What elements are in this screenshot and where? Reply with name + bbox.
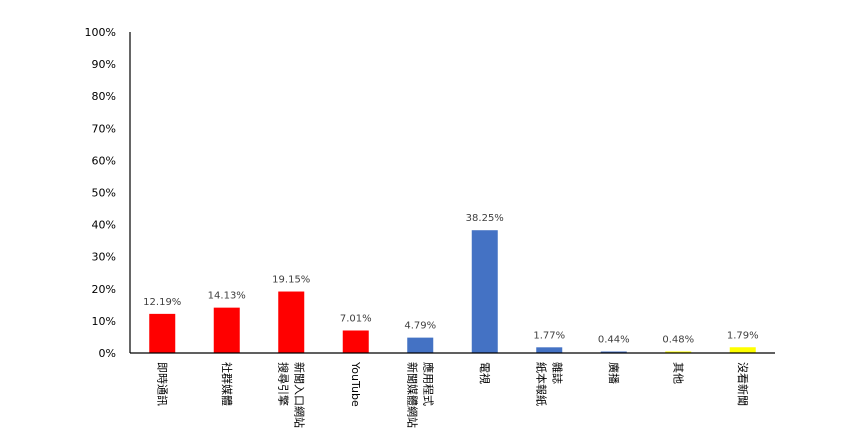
- y-tick-label: 10%: [92, 315, 116, 328]
- bar: [665, 351, 692, 353]
- category-label: 搜尋引擎: [276, 362, 290, 406]
- bar: [407, 337, 434, 353]
- category-label: 沒看新聞: [736, 362, 750, 406]
- y-tick-label: 40%: [92, 219, 116, 232]
- data-label: 4.79%: [404, 321, 436, 332]
- bar: [149, 313, 176, 353]
- bar: [536, 347, 563, 353]
- data-label: 38.25%: [466, 213, 504, 224]
- data-labels: 12.19% 14.13% 19.15% 7.01% 4.79% 38.25% 1.77% 0…: [143, 213, 758, 345]
- category-label: 其他: [671, 362, 684, 384]
- data-label: 14.13%: [208, 291, 246, 302]
- data-label: 0.44%: [598, 335, 630, 346]
- bar: [600, 351, 627, 353]
- y-tick-label: 0%: [99, 347, 116, 360]
- category-label: 雜誌: [550, 362, 564, 384]
- category-label: YouTube: [349, 361, 362, 407]
- category-label: 新聞入口網站: [292, 362, 306, 428]
- y-tick-label: 100%: [85, 26, 116, 39]
- category-label: 紙本報紙: [534, 362, 548, 406]
- y-tick-label: 20%: [92, 283, 116, 296]
- category-label: 社群媒體: [220, 362, 234, 406]
- y-tick-label: 90%: [92, 58, 116, 71]
- bar: [342, 330, 369, 353]
- category-label: 廣播: [607, 362, 621, 384]
- category-label: 新聞媒體網站: [405, 362, 419, 428]
- y-axis-ticks: 0% 10% 20% 30% 40% 50% 60% 70% 80% 90% 100%: [85, 26, 116, 360]
- data-label: 7.01%: [340, 313, 372, 324]
- y-tick-label: 70%: [92, 122, 116, 135]
- y-tick-label: 80%: [92, 90, 116, 103]
- category-label: 應用程式: [421, 362, 435, 406]
- bar: [729, 347, 756, 353]
- data-label: 0.48%: [662, 334, 694, 345]
- y-tick-label: 60%: [92, 154, 116, 167]
- category-label: 即時通訊: [155, 362, 169, 406]
- category-label: 電視: [478, 362, 492, 384]
- data-label: 12.19%: [143, 297, 181, 308]
- data-label: 19.15%: [272, 275, 310, 286]
- y-tick-label: 30%: [92, 251, 116, 264]
- data-label: 1.77%: [533, 330, 565, 341]
- bar: [278, 291, 305, 353]
- bars: [149, 230, 756, 353]
- bar: [471, 230, 498, 353]
- data-label: 1.79%: [727, 330, 759, 341]
- bar: [213, 307, 240, 353]
- y-tick-label: 50%: [92, 187, 116, 200]
